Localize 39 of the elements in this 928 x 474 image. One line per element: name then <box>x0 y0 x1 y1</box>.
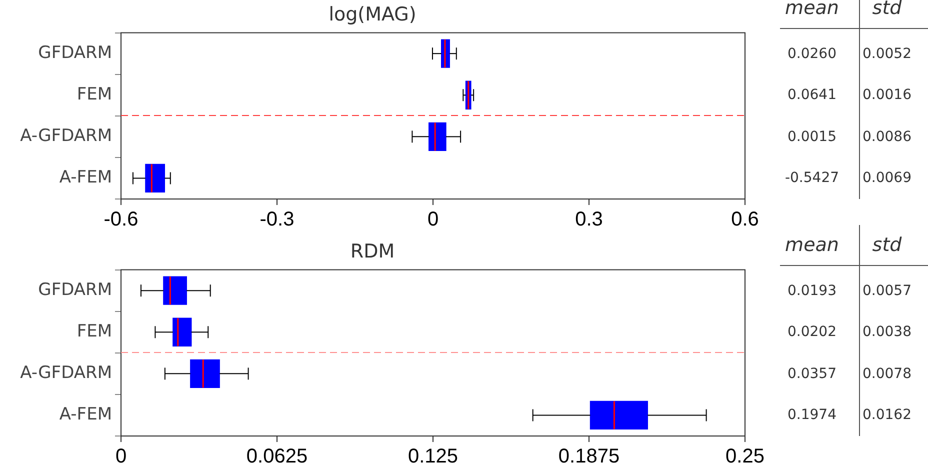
x-tick-label: 0.25 <box>726 446 764 468</box>
x-tick-label: 0.0625 <box>246 446 308 468</box>
x-tick-label: -0.3 <box>260 208 294 231</box>
chart-title: log(MAG) <box>328 3 416 26</box>
y-tick-label: FEM <box>76 84 112 105</box>
x-tick-label: 0.1875 <box>558 446 620 468</box>
text: 0.1974 <box>788 407 836 424</box>
x-tick-label: -0.6 <box>104 208 138 231</box>
text: 0.0086 <box>862 128 912 145</box>
y-tick-label: A-FEM <box>59 404 112 425</box>
text: 0.0052 <box>862 46 912 62</box>
y-tick-label: GFDARM <box>38 280 112 300</box>
chart-title: RDM <box>350 240 395 262</box>
x-tick-label: 0.3 <box>575 208 603 231</box>
text: 0.0357 <box>788 366 836 382</box>
text: -0.5427 <box>784 170 840 186</box>
category-label: mean <box>785 0 839 19</box>
category-label: std <box>872 234 902 256</box>
x-tick-label: 0.125 <box>408 446 458 468</box>
text: 0.0016 <box>862 87 912 104</box>
text: 0.0078 <box>862 366 912 382</box>
x-tick-label: 0.6 <box>731 208 759 231</box>
text: 0.0162 <box>862 407 912 424</box>
text: 0.0069 <box>862 170 912 186</box>
text: 0.0193 <box>788 282 836 299</box>
y-tick-label: A-GFDARM <box>20 363 112 384</box>
text: 0.0015 <box>788 128 836 145</box>
x-tick-label: 0 <box>427 208 439 231</box>
text: 0.0260 <box>788 46 836 62</box>
y-tick-label: A-FEM <box>59 168 112 188</box>
y-tick-label: A-GFDARM <box>20 126 112 146</box>
text: 0.0038 <box>862 324 912 340</box>
y-tick-label: FEM <box>76 322 112 342</box>
text: 0.0057 <box>862 282 912 299</box>
text: 0.0641 <box>788 87 836 104</box>
x-tick-label: 0 <box>115 446 127 468</box>
text: 0.0202 <box>788 324 836 340</box>
category-label: mean <box>785 234 839 256</box>
y-tick-label: GFDARM <box>38 42 112 63</box>
